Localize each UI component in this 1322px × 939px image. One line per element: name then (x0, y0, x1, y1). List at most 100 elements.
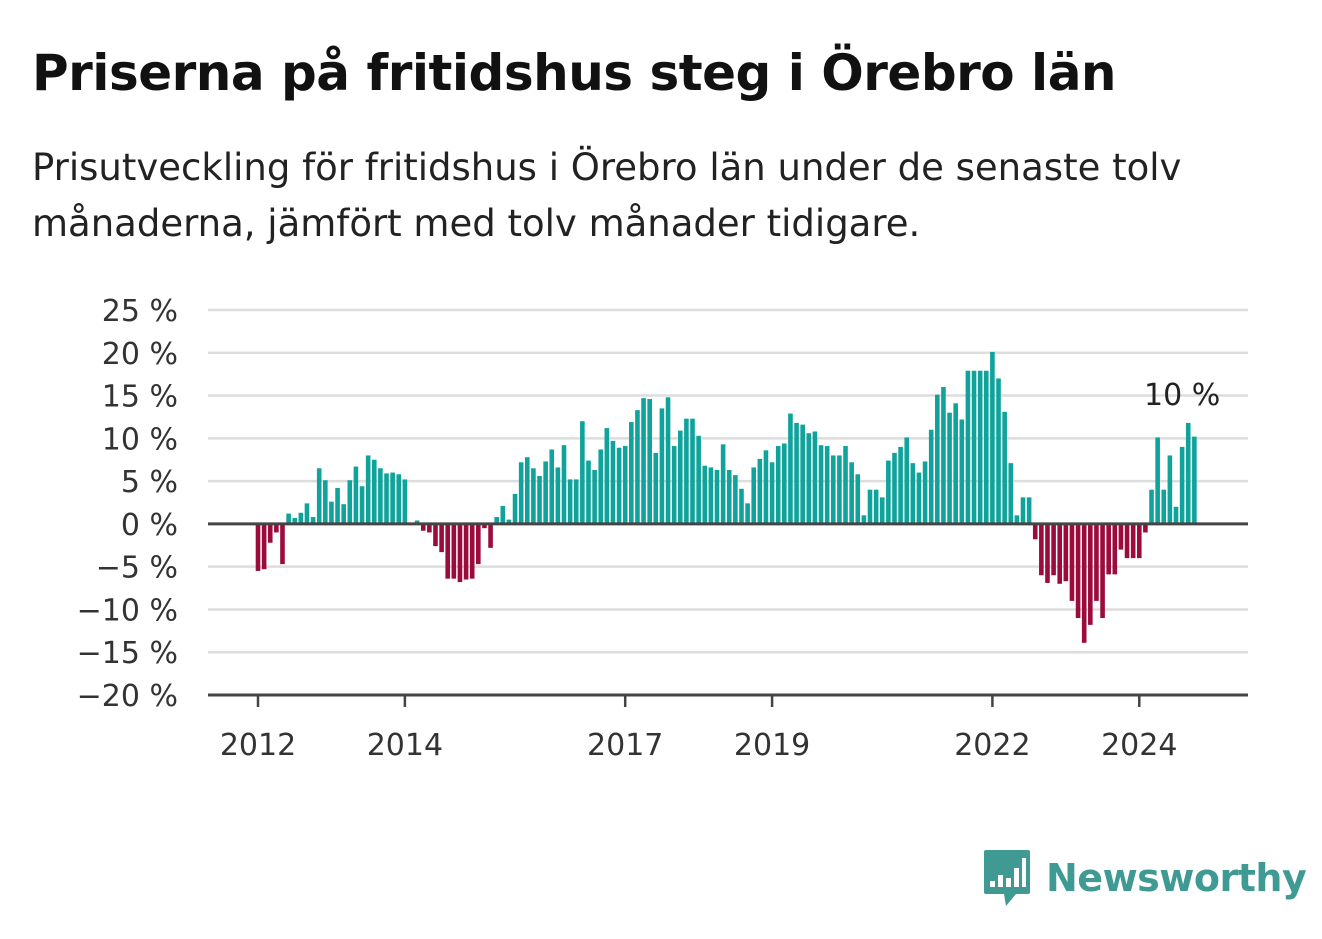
bar (1192, 436, 1197, 524)
bar (769, 462, 775, 524)
bar (818, 445, 824, 524)
y-tick-label: 15 % (102, 380, 178, 415)
bar (1008, 463, 1014, 524)
bar (427, 523, 432, 533)
bar (292, 517, 298, 524)
bar (671, 446, 677, 524)
bar (910, 463, 916, 524)
bar (500, 505, 506, 524)
bar (855, 474, 861, 524)
bar (953, 403, 958, 524)
chart-bubble-icon (984, 850, 1030, 906)
bar (935, 394, 940, 524)
bar (990, 351, 995, 524)
bar (341, 504, 346, 524)
bar (861, 515, 867, 524)
bar (476, 523, 481, 565)
y-tick-label: −10 % (77, 593, 178, 628)
bar (567, 479, 573, 524)
bar (1063, 523, 1069, 582)
chart-subtitle: Prisutveckling för fritidshus i Örebro l… (32, 146, 1182, 245)
bar (647, 398, 652, 524)
brand-name: Newsworthy (1046, 856, 1307, 900)
bar (457, 523, 463, 583)
bar (1069, 523, 1075, 601)
bar (1014, 515, 1020, 524)
bar (959, 419, 965, 524)
bar (433, 523, 438, 547)
bar (543, 461, 548, 524)
bar (830, 455, 836, 524)
bar (928, 429, 934, 524)
bar (384, 473, 389, 524)
bar (329, 501, 334, 524)
bar (1106, 523, 1111, 575)
bar (653, 452, 659, 524)
bar (1075, 523, 1081, 618)
bar (886, 460, 891, 524)
bar (414, 520, 420, 524)
y-tick-label: 25 % (102, 294, 178, 329)
bar (378, 468, 383, 524)
bar (1155, 437, 1160, 524)
bar (402, 479, 408, 524)
bar (812, 431, 818, 524)
bar (684, 418, 689, 524)
bar (665, 397, 671, 524)
bar (494, 517, 499, 524)
bar (800, 424, 805, 524)
bar (708, 467, 714, 524)
bar (1130, 523, 1136, 559)
bar (641, 398, 646, 524)
bar (745, 503, 750, 524)
bar (1081, 523, 1087, 643)
y-tick-label: −20 % (77, 679, 178, 714)
bar (965, 370, 971, 524)
bar (983, 370, 989, 524)
bar (420, 523, 426, 531)
bar (843, 446, 848, 524)
bar (892, 452, 897, 524)
bar (255, 523, 261, 571)
bar (1143, 523, 1148, 533)
bar (941, 387, 946, 524)
bar (977, 370, 983, 524)
y-tick-label: 5 % (121, 465, 178, 500)
bar (775, 446, 781, 524)
bar (837, 455, 842, 524)
bar (335, 487, 340, 524)
y-tick-label: −15 % (77, 636, 178, 671)
x-tick-label: 2017 (587, 728, 663, 763)
latest-value-annotation: 10 % (1144, 378, 1220, 413)
bar (696, 435, 701, 524)
bar (1149, 489, 1154, 524)
bar (1173, 506, 1179, 524)
bar (1020, 497, 1026, 524)
bars (255, 351, 1197, 643)
bar (616, 447, 622, 524)
bar (1032, 523, 1038, 540)
bar (739, 488, 744, 524)
bar (267, 523, 273, 543)
x-tick-label: 2019 (734, 728, 810, 763)
bar (733, 475, 738, 524)
bar (586, 460, 591, 524)
bar (310, 517, 316, 524)
bar (794, 422, 799, 524)
bar (1161, 489, 1167, 524)
bar (506, 519, 512, 524)
bar (365, 455, 371, 524)
bar (439, 523, 444, 553)
bar (518, 462, 524, 524)
x-tick-label: 2012 (220, 728, 296, 763)
bar (996, 378, 1001, 524)
bar (879, 497, 885, 524)
bar (1179, 446, 1185, 524)
bar (720, 444, 726, 524)
bar (549, 449, 555, 524)
bar (726, 469, 732, 524)
bar (359, 486, 365, 524)
bar (622, 446, 628, 524)
chart-title: Priserna på fritidshus steg i Örebro län (32, 44, 1117, 102)
y-axis-labels: 25 % 20 % 15 % 10 % 5 % 0 % −5 % −10 % −15 % −20 … (77, 294, 178, 714)
